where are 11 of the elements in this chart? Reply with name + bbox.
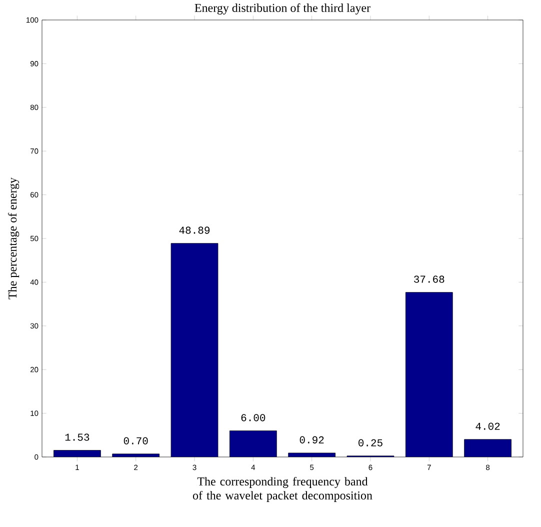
- x-axis-title: The corresponding frequency band of the wavelet packet decomposition: [192, 476, 372, 502]
- data-label: 0.25: [358, 439, 382, 446]
- data-label: 48.89: [179, 226, 210, 234]
- data-label: 6.00: [241, 414, 266, 422]
- data-label: 37.68: [414, 276, 444, 283]
- data-label: 1.53: [65, 434, 90, 441]
- data-label: 4.02: [476, 422, 500, 430]
- y-axis-title: The percentage of energy: [8, 177, 20, 300]
- data-label: 0.70: [124, 437, 148, 444]
- chart-title: Energy distribution of the third layer: [194, 3, 370, 14]
- data-label: 0.92: [300, 436, 324, 444]
